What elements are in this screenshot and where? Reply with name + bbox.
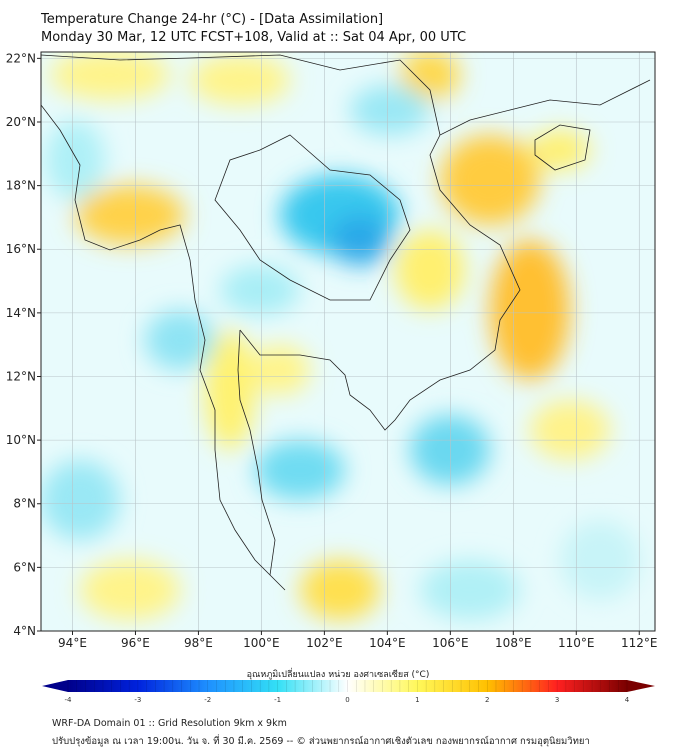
colorbar-tick-label: -3 [134, 696, 141, 704]
colorbar-tick-label: -4 [65, 696, 73, 704]
chart-subtitle: Monday 30 Mar, 12 UTC FCST+108, Valid at… [41, 30, 467, 45]
lon-label: 102°E [306, 636, 343, 650]
lon-label: 108°E [495, 636, 532, 650]
temperature-field [41, 52, 655, 631]
lat-label: 18°N [6, 179, 36, 193]
colorbar-tick-label: 4 [625, 696, 630, 704]
colorbar: -4 -3 -2 -1 0 1 2 3 4 [42, 680, 655, 704]
lon-label: 100°E [243, 636, 280, 650]
graticule [41, 52, 655, 631]
lon-label: 104°E [369, 636, 406, 650]
temperature-change-map: 94°E 96°E 98°E 100°E 102°E 104°E 106°E 108°E 110… [6, 51, 658, 650]
coastlines-borders [41, 54, 651, 591]
lon-label: 112°E [621, 636, 658, 650]
colorbar-max-arrow [627, 680, 655, 692]
colorbar-min-arrow [42, 680, 68, 692]
lon-label: 94°E [58, 636, 87, 650]
lat-label: 8°N [13, 497, 36, 511]
lon-label: 96°E [121, 636, 150, 650]
lon-label: 110°E [558, 636, 595, 650]
colorbar-tick-label: -1 [274, 696, 281, 704]
footer-credit: ปรับปรุงข้อมูล ณ เวลา 19:00น. วัน จ. ที่… [52, 736, 590, 747]
colorbar-tick-label: 1 [415, 696, 419, 704]
lon-label: 106°E [432, 636, 469, 650]
colorbar-label: อุณหภูมิเปลี่ยนแปลง หน่วย องศาเซลเซียส (… [246, 670, 430, 680]
lat-label: 4°N [13, 624, 36, 638]
colorbar-tick-label: -2 [204, 696, 211, 704]
lat-label: 20°N [6, 115, 36, 129]
lat-label: 12°N [6, 369, 36, 383]
map-frame [40, 51, 656, 632]
lat-label: 14°N [6, 306, 36, 320]
footer-model-info: WRF-DA Domain 01 :: Grid Resolution 9km … [52, 718, 287, 729]
chart-title: Temperature Change 24-hr (°C) - [Data As… [41, 12, 384, 27]
colorbar-tick-label: 3 [555, 696, 559, 704]
lat-label: 22°N [6, 51, 36, 65]
colorbar-gradient [68, 680, 627, 692]
lat-label: 10°N [6, 433, 36, 447]
colorbar-tick-label: 0 [345, 696, 349, 704]
lon-label: 98°E [184, 636, 213, 650]
colorbar-tick-label: 2 [485, 696, 489, 704]
lat-label: 6°N [13, 560, 36, 574]
lat-label: 16°N [6, 242, 36, 256]
